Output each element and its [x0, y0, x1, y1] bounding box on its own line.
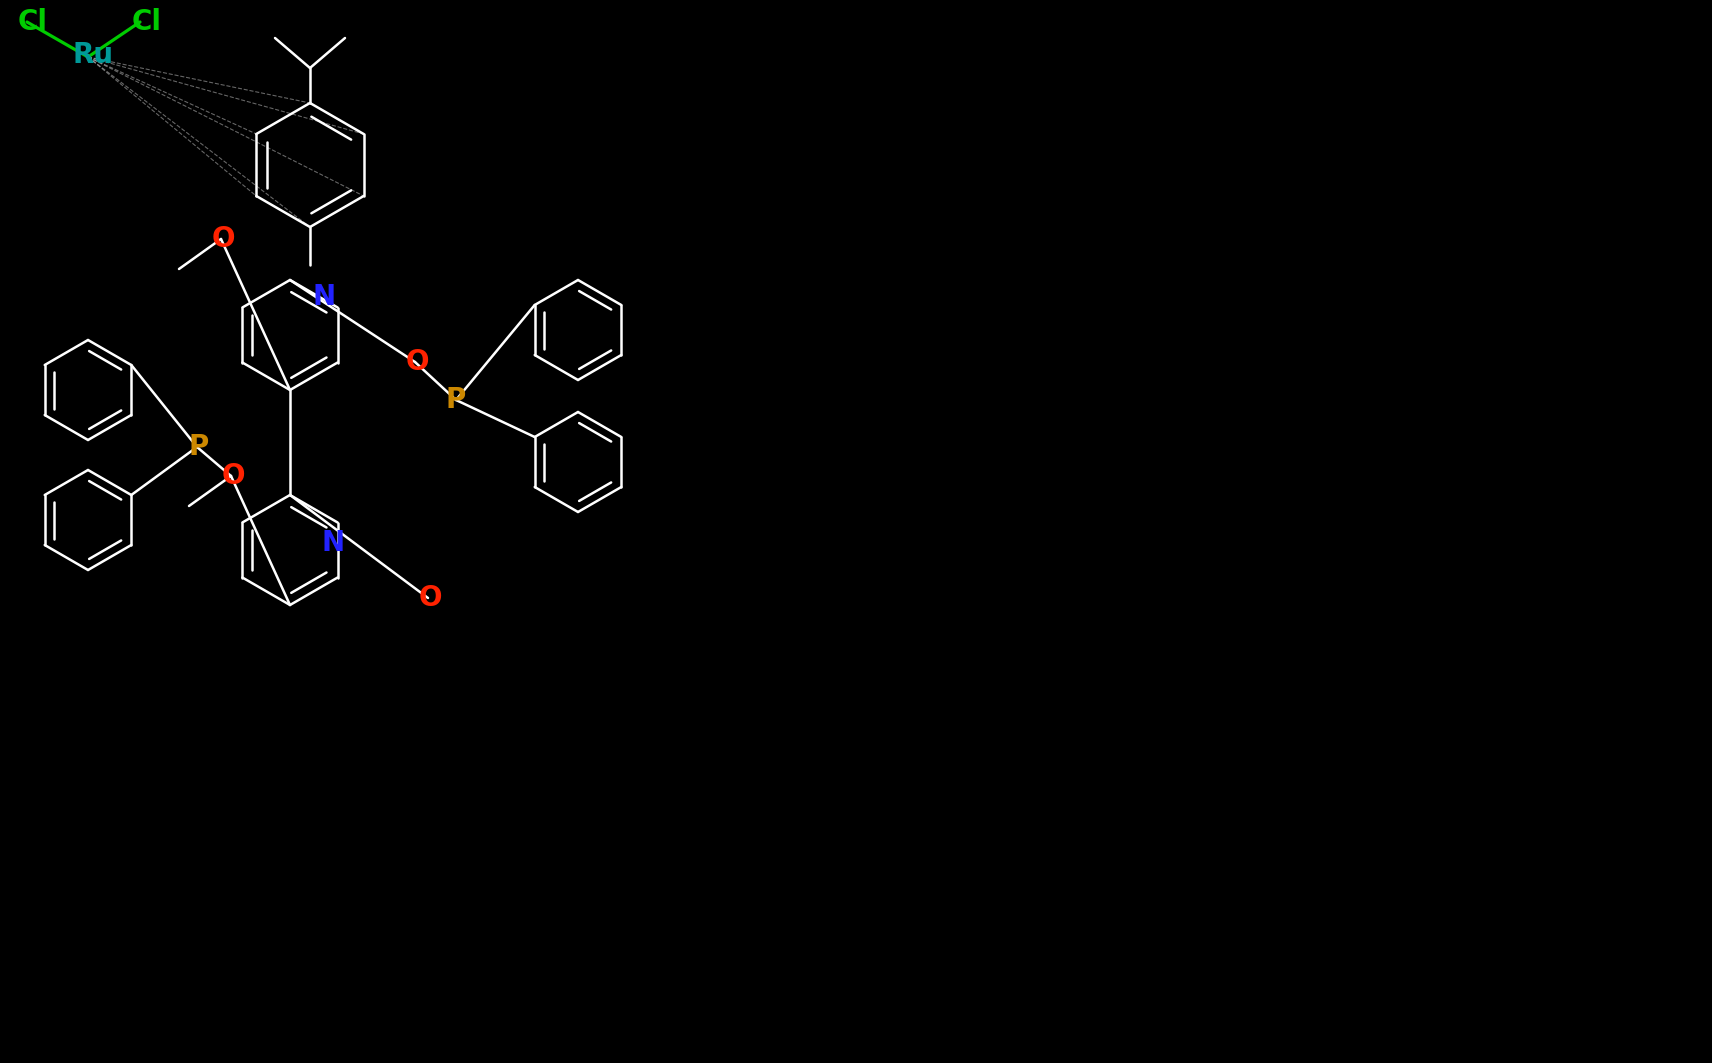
Text: Ru: Ru	[72, 41, 113, 69]
Text: Cl: Cl	[19, 9, 48, 36]
Text: P: P	[447, 386, 466, 414]
Text: O: O	[223, 462, 245, 490]
Text: N: N	[322, 529, 344, 557]
Text: O: O	[406, 348, 430, 376]
Text: O: O	[419, 584, 442, 612]
Text: O: O	[212, 225, 236, 253]
Text: N: N	[312, 283, 336, 311]
Text: P: P	[188, 433, 209, 461]
Text: Cl: Cl	[132, 9, 163, 36]
